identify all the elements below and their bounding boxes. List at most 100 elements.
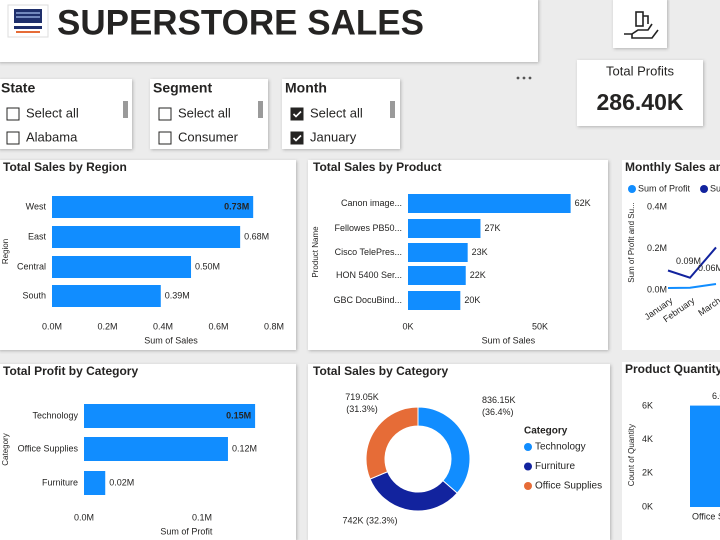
x-tick-label: 0.0M (74, 512, 94, 522)
data-label: 23K (472, 247, 488, 257)
data-label: 719.05K (31.3%) (345, 392, 379, 414)
legend-title: Category (524, 426, 568, 437)
bar (52, 226, 241, 248)
legend-label: Office Supplies (535, 481, 602, 492)
bar (408, 266, 466, 285)
x-tick-label: 0.0M (42, 321, 62, 331)
y-axis-title: Region (1, 239, 10, 264)
x-tick-label: 0.6M (208, 321, 228, 331)
slicers: State Select all Alabama Segment Select all C… (0, 79, 400, 149)
legend-marker (700, 185, 709, 193)
x-axis-title: Sum of Profit (160, 526, 213, 536)
x-tick-label: 0.8M (264, 321, 284, 331)
card-label: Total Profits (606, 63, 674, 78)
data-label: 0.50M (195, 261, 220, 271)
slicer-checkbox[interactable] (158, 131, 172, 145)
x-tick-label: 0.1M (192, 512, 212, 522)
y-tick-label: 0.4M (647, 201, 667, 211)
y-tick-label: Technology (32, 410, 78, 420)
more-options[interactable] (516, 76, 532, 80)
slicer-title: Month (285, 80, 327, 96)
y-tick-label: West (26, 201, 47, 211)
header-panel (0, 0, 538, 62)
logo (7, 4, 49, 38)
y-tick-label: 0.0M (647, 284, 667, 294)
data-label: 27K (484, 223, 500, 233)
slicer-checkbox[interactable] (6, 131, 20, 145)
bar (408, 219, 481, 238)
x-tick-label: 0K (402, 321, 413, 331)
y-tick-label: Office Supplies (18, 443, 79, 453)
slicer-scrollbar (258, 101, 263, 118)
data-label: 0.06M (698, 263, 720, 273)
y-tick-label: GBC DocuBind... (333, 295, 402, 305)
legend-marker (524, 443, 532, 451)
slicer-panel (0, 79, 132, 149)
slicer-item[interactable]: Consumer (178, 129, 239, 144)
slicer-item[interactable]: Select all (178, 105, 231, 120)
chart-title: Total Profit by Category (3, 364, 138, 378)
slicer-item[interactable]: January (310, 129, 357, 144)
slicer-item[interactable]: Select all (310, 105, 363, 120)
data-label: 0.12M (232, 443, 257, 453)
dashboard-title: SUPERSTORE SALES (57, 3, 424, 42)
x-axis-title: Sum of Sales (482, 335, 536, 345)
bar (690, 405, 720, 507)
check-mark (292, 134, 302, 142)
x-tick-label: Office Supplies (692, 511, 720, 521)
slicer-checkbox[interactable] (6, 107, 20, 121)
slicer-checkbox[interactable] (290, 107, 304, 121)
bar (52, 285, 161, 307)
data-label: 62K (575, 198, 591, 208)
y-tick-label: Cisco TelePres... (335, 247, 402, 257)
bar (84, 404, 256, 428)
y-axis-title: Sum of Profit and Su... (627, 202, 636, 282)
chart: Total Sales by Region 0.0M 0.2M 0.4M 0.6M 0.8… (0, 160, 296, 350)
legend-label: Sum of Profit (638, 183, 691, 193)
data-label: 0.73M (224, 201, 249, 211)
slicer-title: Segment (153, 80, 212, 96)
y-tick-label: Furniture (42, 477, 78, 487)
chart-title: Product Quantity by Category (625, 362, 720, 376)
chart: Monthly Sales and Profit0.0M0.2M0.4MJanu… (622, 160, 720, 350)
y-tick-label: South (22, 290, 46, 300)
x-axis-title: Sum of Sales (144, 335, 198, 345)
chart: Total Profit by Category 0.0M 0.1M Technolo… (0, 364, 296, 540)
y-tick-label: Canon image... (341, 198, 402, 208)
chart: Total Sales by Product 0K 50K Canon image..… (308, 160, 608, 350)
line (667, 246, 717, 279)
legend-marker (524, 462, 532, 471)
bar (408, 291, 461, 310)
slicer-item[interactable]: Alabama (26, 129, 78, 144)
data-label: 22K (470, 270, 486, 280)
data-label: 0.02M (109, 477, 134, 487)
chart-title: Total Sales by Product (313, 160, 441, 174)
y-tick-label: Central (17, 261, 46, 271)
slicer-title: State (1, 80, 35, 96)
y-axis-title: Product Name (311, 226, 320, 278)
card-panel (577, 60, 703, 126)
y-axis-title: Category (1, 433, 10, 465)
bar (408, 243, 468, 262)
bar (408, 194, 571, 213)
y-tick-label: HON 5400 Ser... (336, 270, 402, 280)
chart: Total Sales by Category 836.15K (36.4%) 742… (308, 364, 610, 540)
chart: Product Quantity by Category 0K 2K 4K 6K 6.03… (622, 362, 720, 540)
bar (52, 196, 254, 218)
slicer-scrollbar (390, 101, 395, 118)
slicer-checkbox[interactable] (158, 107, 172, 121)
check-mark (292, 110, 302, 118)
bar (84, 437, 228, 461)
legend-marker (628, 185, 636, 193)
data-label: 0.09M (676, 256, 701, 266)
data-label: 0.39M (165, 290, 190, 300)
x-tick-label: 0.2M (97, 321, 117, 331)
slicer-item[interactable]: Select all (26, 105, 79, 120)
legend-marker (524, 482, 532, 490)
legend-label: Technology (535, 442, 586, 453)
data-label: 0.15M (226, 410, 251, 420)
data-label: 742K (32.3%) (342, 515, 397, 525)
y-tick-label: East (28, 231, 47, 241)
slicer-checkbox[interactable] (290, 131, 304, 145)
